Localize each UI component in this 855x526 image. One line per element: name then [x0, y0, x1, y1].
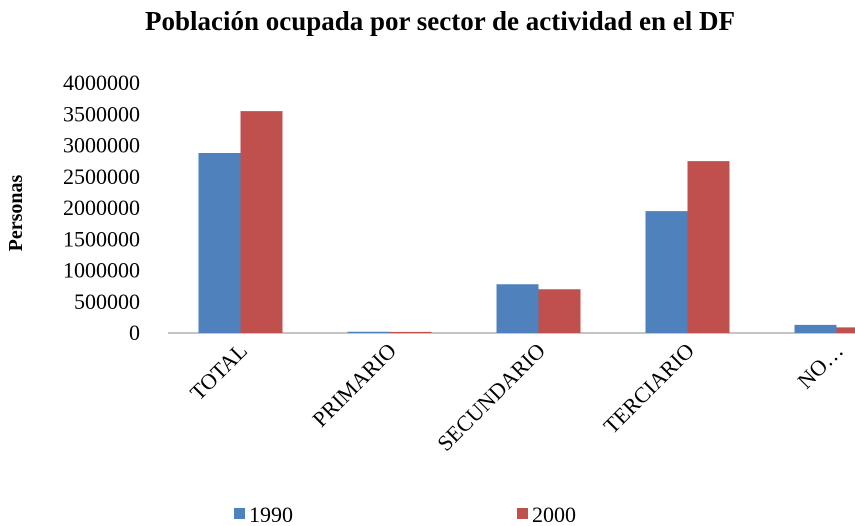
bar	[198, 153, 241, 333]
y-tick-label: 2000000	[63, 195, 140, 220]
y-tick-label: 500000	[74, 289, 140, 314]
bar	[240, 111, 283, 333]
y-tick-label: 1500000	[63, 226, 140, 251]
bar	[836, 327, 855, 333]
x-tick-label: PRIMARIO	[307, 338, 401, 432]
bar	[389, 331, 432, 333]
legend-swatch	[517, 508, 528, 519]
bar	[645, 211, 688, 333]
chart-title: Población ocupada por sector de activida…	[145, 6, 735, 36]
y-tick-label: 0	[129, 320, 140, 345]
y-tick-label: 1000000	[63, 258, 140, 283]
bar	[538, 289, 581, 333]
bar	[496, 284, 539, 333]
y-tick-label: 3000000	[63, 133, 140, 158]
bar	[347, 331, 390, 333]
y-axis-title: Personas	[5, 174, 27, 251]
bar	[687, 161, 730, 333]
x-tick-label: NO…	[792, 338, 848, 394]
legend-label: 2000	[532, 502, 576, 526]
y-tick-label: 3500000	[63, 101, 140, 126]
bar	[794, 324, 837, 333]
legend-label: 1990	[249, 502, 293, 526]
plot-area	[198, 111, 855, 333]
y-tick-label: 4000000	[63, 70, 140, 95]
legend-swatch	[234, 508, 245, 519]
y-tick-label: 2500000	[63, 164, 140, 189]
x-tick-label: TOTAL	[185, 338, 252, 405]
x-tick-label: TERCIARIO	[598, 338, 699, 439]
x-tick-label: SECUNDARIO	[432, 338, 550, 456]
